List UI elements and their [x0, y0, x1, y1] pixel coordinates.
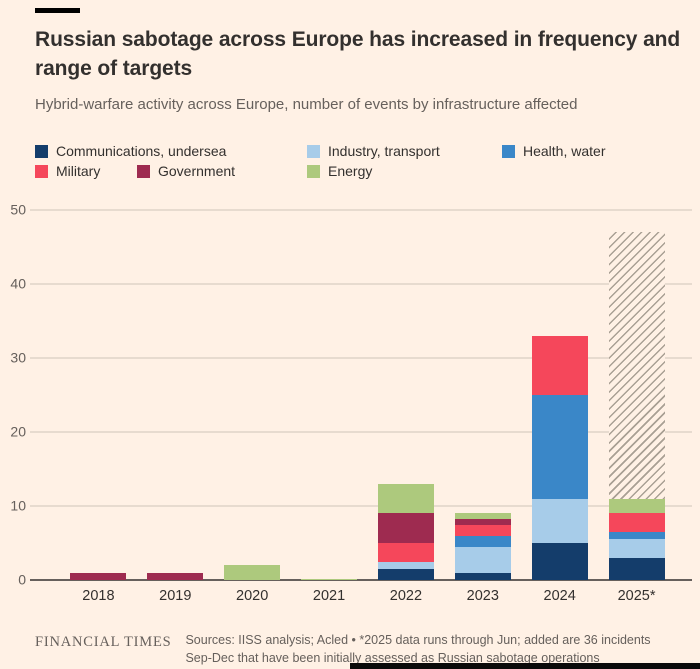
bar-segment: [608, 513, 665, 532]
stacked-bar-2018: [70, 572, 127, 580]
legend-swatch-government: [137, 164, 150, 178]
x-axis-label: 2020: [236, 588, 269, 604]
bar-segment: [70, 572, 127, 580]
x-axis-label: 2021: [312, 588, 346, 604]
ft-top-tick: [35, 8, 80, 13]
gridline: [30, 505, 692, 507]
bar-segment: [377, 513, 434, 544]
bar-column-2024: [521, 210, 598, 580]
bar-column-2021: [291, 210, 368, 580]
y-tick-label: 20: [10, 423, 26, 440]
gridline: [30, 357, 692, 359]
legend-label: Health, water: [523, 143, 606, 159]
legend-item-industry: Industry, transport: [307, 143, 502, 159]
stacked-bar-2024: [531, 335, 588, 580]
legend: Communications, undersea Industry, trans…: [35, 143, 685, 183]
chart-subtitle: Hybrid-warfare activity across Europe, n…: [35, 96, 578, 113]
legend-item-government: Government: [137, 163, 307, 179]
bar-segment: [454, 535, 511, 547]
bar-segment: [531, 335, 588, 396]
x-axis-label: 2023: [466, 588, 499, 604]
legend-item-military: Military: [35, 163, 137, 179]
bar-segment: [454, 524, 511, 536]
legend-swatch-military: [35, 164, 48, 178]
source-note: Sources: IISS analysis; Acled • *2025 da…: [185, 631, 650, 667]
legend-label: Military: [56, 163, 101, 179]
bar-segment: [608, 557, 665, 580]
x-axis-label: 2024: [543, 588, 576, 604]
bar-segment: [301, 578, 358, 580]
bar-segment: [531, 395, 588, 499]
legend-swatch-health: [502, 144, 515, 158]
bar-segment: [377, 568, 434, 580]
bar-segment: [608, 232, 665, 499]
bar-segment: [224, 565, 281, 580]
stacked-bar-2022: [377, 483, 434, 580]
stacked-bar-2023: [454, 513, 511, 580]
legend-label: Energy: [328, 163, 373, 179]
legend-swatch-energy: [307, 164, 320, 178]
ft-logo: FINANCIAL TIMES: [35, 634, 172, 650]
x-axis: 2018 2019 2020 2021 2022 2023 2024 2025*: [60, 588, 675, 604]
gridline: [30, 209, 692, 211]
legend-label: Communications, undersea: [56, 143, 227, 159]
bar-segment: [377, 543, 434, 562]
x-axis-label: 2018: [82, 588, 115, 604]
x-axis-baseline: [30, 579, 692, 581]
bar-column-2018: [60, 210, 137, 580]
legend-item-health: Health, water: [502, 143, 605, 159]
legend-swatch-communications: [35, 144, 48, 158]
y-tick-label: 0: [18, 571, 26, 588]
legend-item-communications: Communications, undersea: [35, 143, 307, 159]
bottom-bar: [350, 663, 700, 669]
bar-segment: [147, 572, 204, 580]
y-tick-label: 40: [10, 275, 26, 292]
y-tick-label: 10: [10, 497, 26, 514]
bar-segment: [608, 539, 665, 558]
gridline: [30, 283, 692, 285]
plot-area: 0 10 20 30 40 50: [0, 202, 700, 588]
bar-column-2025*: [598, 210, 675, 580]
bar-column-2023: [444, 210, 521, 580]
footer: FINANCIAL TIMES Sources: IISS analysis; …: [35, 631, 690, 667]
legend-label: Government: [158, 163, 236, 179]
stacked-bar-2019: [147, 572, 204, 580]
gridline: [30, 431, 692, 433]
bar-segment: [531, 498, 588, 543]
bar-segment: [608, 498, 665, 514]
x-axis-label: 2019: [159, 588, 192, 604]
legend-label: Industry, transport: [328, 143, 440, 159]
x-axis-label: 2025*: [617, 588, 656, 604]
bar-segment: [608, 531, 665, 540]
legend-row-2: Military Government Energy: [35, 163, 685, 179]
legend-row-1: Communications, undersea Industry, trans…: [35, 143, 685, 159]
y-tick-label: 50: [10, 201, 26, 218]
stacked-bar-2021: [301, 578, 358, 580]
bar-segment: [377, 561, 434, 569]
bar-column-2022: [368, 210, 445, 580]
bar-column-2020: [214, 210, 291, 580]
bar-segment: [454, 518, 511, 525]
bar-segment: [454, 513, 511, 519]
bars-container: [60, 210, 675, 580]
bar-segment: [377, 483, 434, 514]
legend-item-energy: Energy: [307, 163, 372, 179]
legend-swatch-industry: [307, 144, 320, 158]
y-tick-label: 30: [10, 349, 26, 366]
bar-column-2019: [137, 210, 214, 580]
stacked-bar-2020: [224, 565, 281, 580]
bar-segment: [454, 572, 511, 580]
bar-segment: [454, 546, 511, 573]
source-line-1: Sources: IISS analysis; Acled • *2025 da…: [185, 633, 651, 647]
stacked-bar-2025*: [608, 232, 665, 580]
x-axis-label: 2022: [389, 588, 423, 604]
bar-segment: [531, 543, 588, 580]
chart-title: Russian sabotage across Europe has incre…: [35, 28, 681, 81]
source-line-2: Sep-Dec that have been initially assesse…: [185, 651, 600, 666]
